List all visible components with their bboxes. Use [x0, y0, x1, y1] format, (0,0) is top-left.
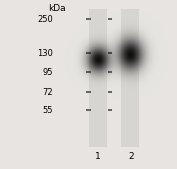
Text: 55: 55	[43, 106, 53, 115]
Text: 250: 250	[37, 15, 53, 24]
Text: 72: 72	[42, 88, 53, 97]
Text: 1: 1	[95, 152, 101, 161]
Text: kDa: kDa	[48, 4, 65, 13]
Text: 2: 2	[128, 152, 134, 161]
Text: 130: 130	[37, 49, 53, 58]
Text: 95: 95	[43, 68, 53, 77]
